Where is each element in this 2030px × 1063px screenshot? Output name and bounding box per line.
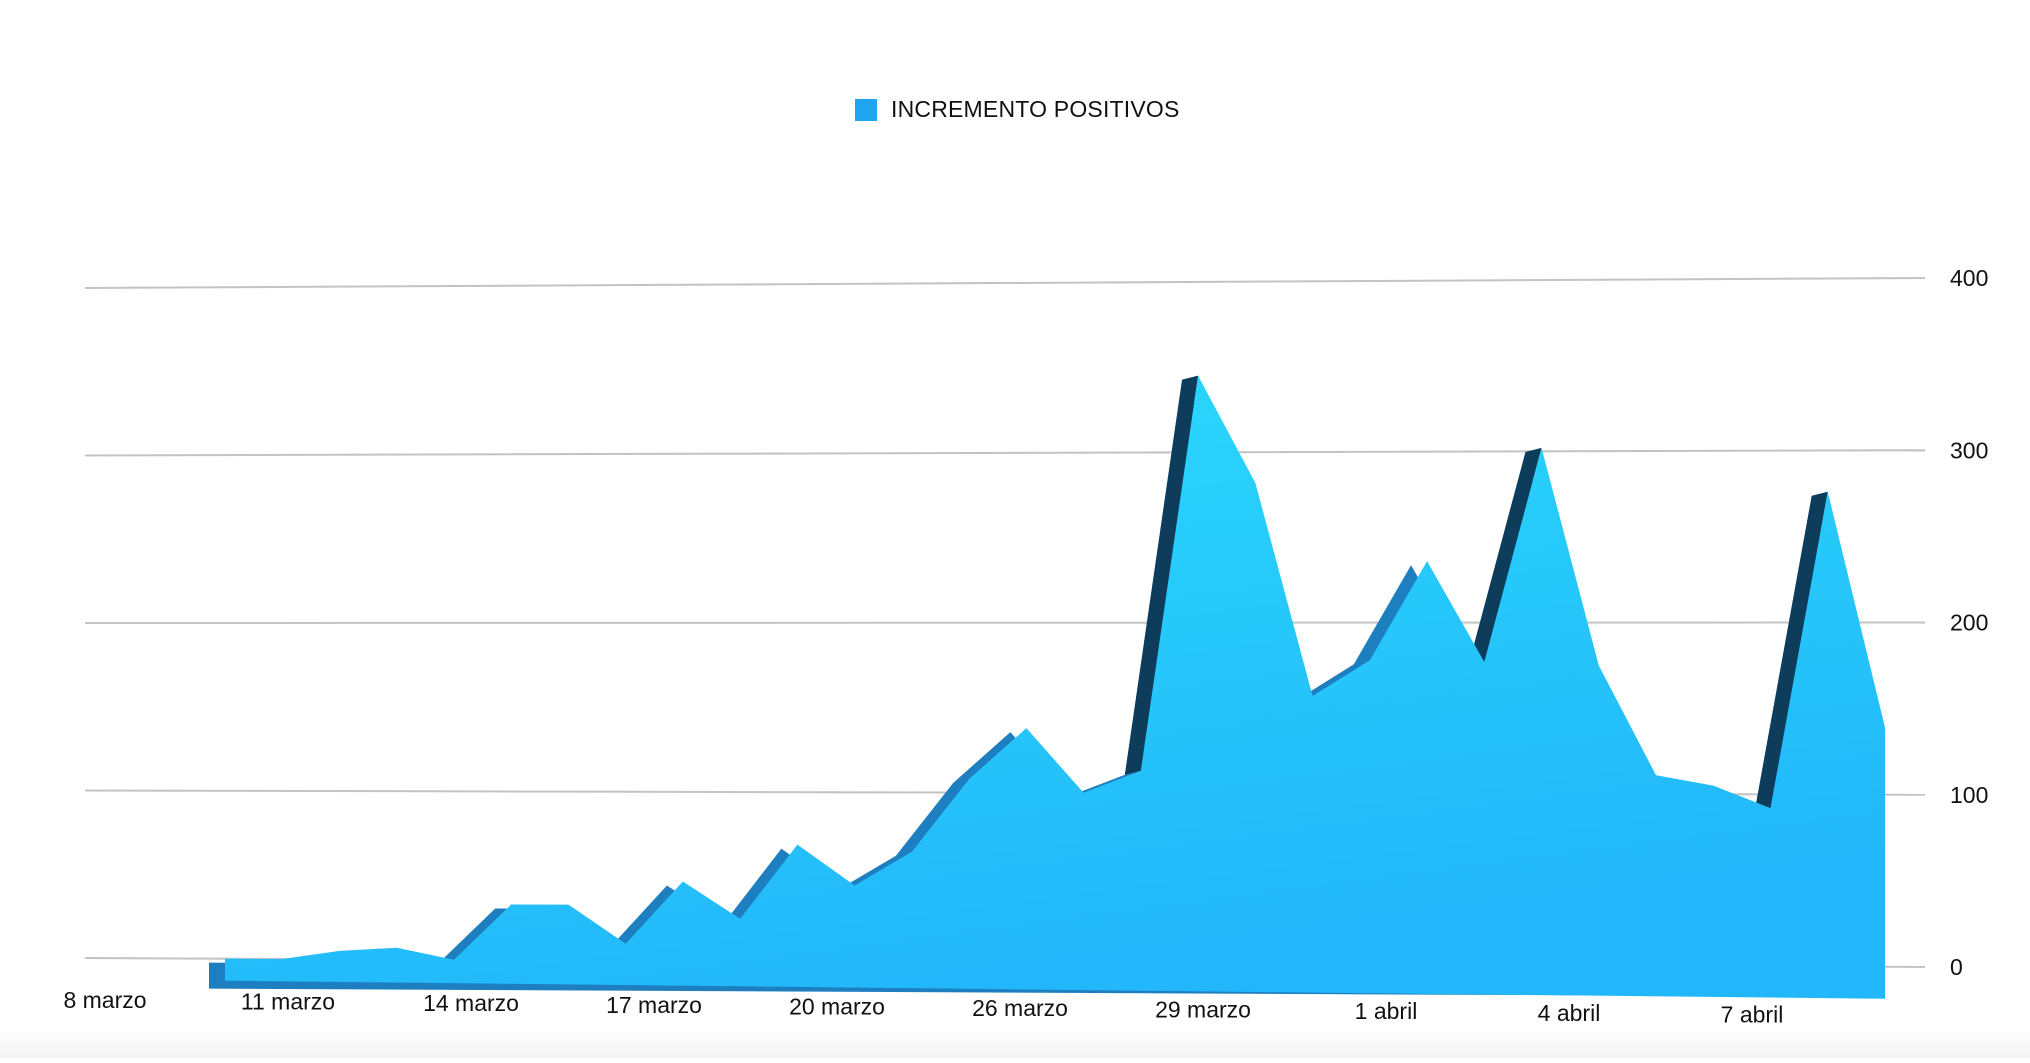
x-tick-label: 8 marzo [63, 987, 146, 1013]
y-tick-label: 400 [1950, 265, 1988, 291]
y-tick-label: 300 [1950, 437, 1988, 463]
x-tick-label: 26 marzo [972, 995, 1068, 1021]
legend-label: INCREMENTO POSITIVOS [891, 96, 1180, 123]
area-series [225, 376, 1885, 999]
x-tick-label: 14 marzo [423, 990, 519, 1016]
gridline-200 [85, 623, 1925, 624]
x-tick-label: 20 marzo [789, 993, 885, 1019]
x-tick-label: 11 marzo [241, 989, 335, 1015]
x-tick-label: 4 abril [1538, 1000, 1601, 1026]
legend-swatch [855, 99, 877, 121]
y-tick-label: 200 [1950, 610, 1988, 636]
legend: INCREMENTO POSITIVOS [855, 96, 1180, 123]
floor-shadow [0, 1028, 2030, 1058]
x-tick-label: 29 marzo [1155, 997, 1251, 1023]
gridline-300 [85, 450, 1925, 455]
y-tick-label: 100 [1950, 782, 1988, 808]
x-tick-label: 1 abril [1355, 998, 1418, 1024]
x-tick-label: 17 marzo [606, 992, 702, 1018]
gridline-400 [85, 278, 1925, 288]
y-tick-label: 0 [1950, 954, 1963, 980]
x-tick-label: 7 abril [1721, 1001, 1784, 1027]
